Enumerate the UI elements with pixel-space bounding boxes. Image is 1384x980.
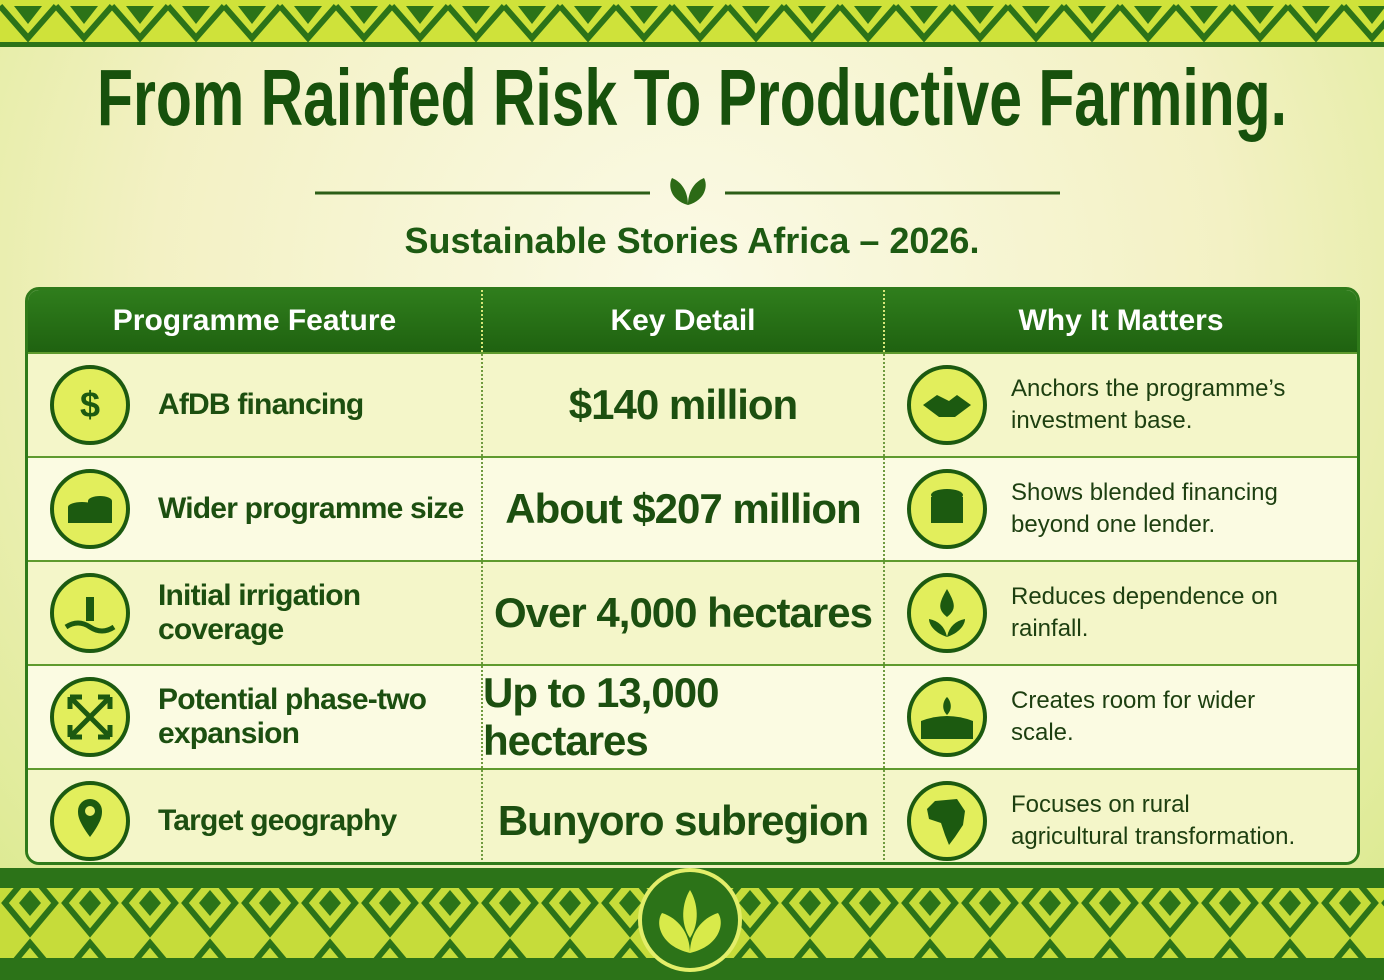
why-icon	[907, 365, 987, 445]
subtitle: Sustainable Stories Africa – 2026.	[404, 220, 980, 261]
why-icon	[907, 573, 987, 653]
detail-cell: $140 million	[483, 354, 885, 456]
feature-text: Target geography	[158, 804, 397, 837]
feature-icon	[50, 469, 130, 549]
detail-cell: Over 4,000 hectares	[483, 562, 885, 664]
feature-text: Potential phase-two expansion	[158, 683, 427, 750]
feature-cell: Initial irrigation coverage	[28, 562, 483, 664]
feature-cell: Target geography	[28, 770, 483, 862]
why-text: Shows blended financing beyond one lende…	[1011, 479, 1278, 538]
table-row: $ AfDB financing $140 million Anchors the p…	[28, 352, 1357, 456]
table-row: Potential phase-two expansion Up to 13,00…	[28, 664, 1357, 768]
header-row: Programme Feature Key Detail Why It Matt…	[28, 290, 1357, 352]
column-header: Key Detail	[483, 290, 885, 352]
why-text: Focuses on rural agricultural transforma…	[1011, 791, 1296, 850]
rows: $ AfDB financing $140 million Anchors the p…	[28, 352, 1357, 862]
detail-cell: Bunyoro subregion	[483, 770, 885, 862]
why-cell: Anchors the programme’s investment base.	[885, 354, 1357, 456]
why-cell: Creates room for wider scale.	[885, 666, 1357, 768]
column-header: Programme Feature	[28, 290, 483, 352]
table: Programme Feature Key Detail Why It Matt…	[25, 287, 1360, 865]
why-icon	[907, 469, 987, 549]
top-border	[0, 0, 1384, 47]
why-text: Creates room for wider scale.	[1011, 687, 1256, 746]
leaf-icon	[670, 178, 706, 205]
why-cell: Shows blended financing beyond one lende…	[885, 458, 1357, 560]
why-cell: Focuses on rural agricultural transforma…	[885, 770, 1357, 862]
table-row: Initial irrigation coverage Over 4,000 he…	[28, 560, 1357, 664]
feature-icon	[50, 677, 130, 757]
feature-text: AfDB financing	[158, 388, 364, 421]
detail-cell: About $207 million	[483, 458, 885, 560]
feature-icon: $	[50, 365, 130, 445]
table-row: Wider programme size About $207 million Sh…	[28, 456, 1357, 560]
bottom-border	[0, 868, 1384, 980]
feature-cell: $ AfDB financing	[28, 354, 483, 456]
feature-cell: Potential phase-two expansion	[28, 666, 483, 768]
feature-icon	[50, 573, 130, 653]
title-area: From Rainfed Risk To Productive Farming.	[97, 60, 1287, 205]
feature-text: Initial irrigation coverage	[158, 579, 361, 646]
why-text: Reduces dependence on rainfall.	[1011, 583, 1278, 642]
svg-text:$: $	[80, 384, 100, 425]
table-row: Target geography Bunyoro subregion Focuses…	[28, 768, 1357, 862]
feature-text: Wider programme size	[158, 492, 464, 525]
feature-icon	[50, 781, 130, 861]
column-header: Why It Matters	[1018, 304, 1224, 337]
detail-cell: Up to 13,000 hectares	[483, 666, 885, 768]
why-cell: Reduces dependence on rainfall.	[885, 562, 1357, 664]
why-icon	[907, 781, 987, 861]
title: From Rainfed Risk To Productive Farming.	[97, 60, 1287, 142]
feature-cell: Wider programme size	[28, 458, 483, 560]
why-icon	[907, 677, 987, 757]
why-text: Anchors the programme’s investment base.	[1011, 375, 1286, 434]
